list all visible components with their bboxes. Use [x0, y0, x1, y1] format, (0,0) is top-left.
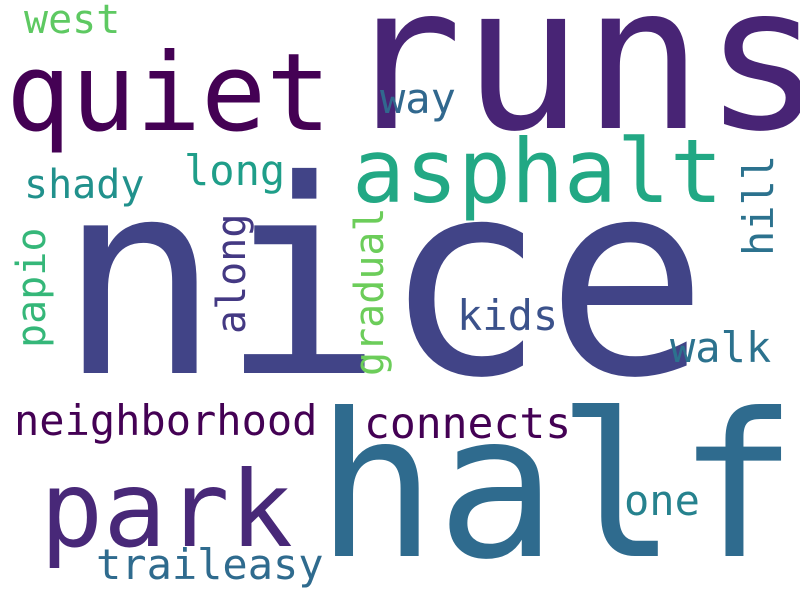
word-hill: hill: [734, 154, 783, 256]
word-along: along: [209, 213, 255, 334]
word-park: park: [40, 449, 293, 571]
word-nice: nice: [58, 122, 709, 437]
word-quiet: quiet: [6, 31, 332, 156]
word-shady: shady: [24, 162, 145, 208]
word-one: one: [624, 476, 700, 525]
word-papio: papio: [9, 227, 55, 348]
word-runs: runs: [342, 0, 800, 176]
word-way: way: [380, 74, 456, 123]
word-connects: connects: [364, 399, 572, 449]
word-kids: kids: [457, 291, 559, 340]
word-gradual: gradual: [347, 207, 393, 376]
word-traileasy: traileasy: [96, 540, 324, 589]
word-asphalt: asphalt: [352, 120, 723, 223]
word-west: west: [24, 0, 121, 43]
word-half: half: [316, 371, 798, 600]
word-long: long: [184, 146, 286, 195]
word-neighborhood: neighborhood: [14, 396, 318, 445]
word-walk: walk: [670, 323, 772, 372]
